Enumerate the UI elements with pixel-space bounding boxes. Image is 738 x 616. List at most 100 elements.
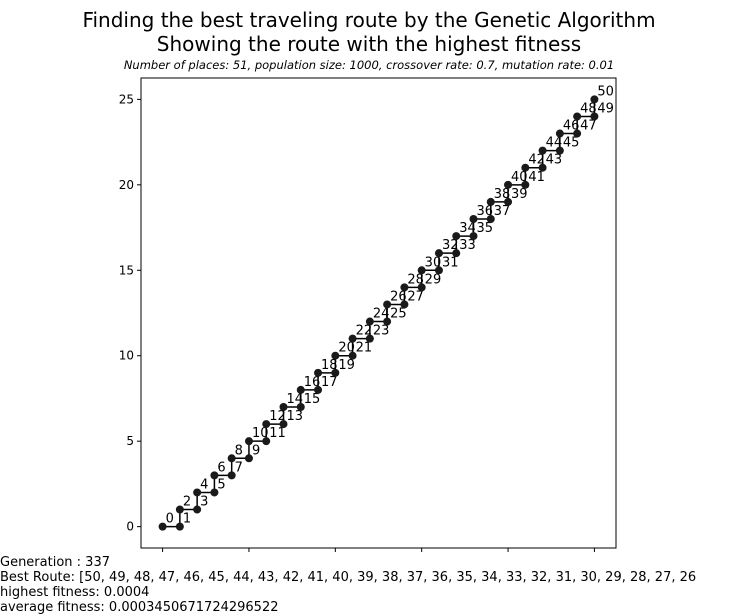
route-point-23 xyxy=(365,334,374,343)
route-point-12 xyxy=(262,420,271,429)
point-label-34: 34 xyxy=(459,221,476,236)
point-label-30: 30 xyxy=(425,255,442,270)
point-label-43: 43 xyxy=(546,153,563,168)
route-point-19 xyxy=(331,368,340,377)
y-tick-label-10: 10 xyxy=(119,349,134,363)
route-point-1 xyxy=(175,522,184,531)
route-point-24 xyxy=(365,317,374,326)
point-label-39: 39 xyxy=(511,187,528,202)
route-point-27 xyxy=(400,300,409,309)
route-point-46 xyxy=(555,129,564,138)
point-label-45: 45 xyxy=(563,136,580,151)
y-tick-label-25: 25 xyxy=(119,92,134,106)
route-point-32 xyxy=(434,249,443,258)
point-label-2: 2 xyxy=(183,495,191,510)
point-label-10: 10 xyxy=(252,426,269,441)
route-point-34 xyxy=(452,232,461,241)
route-point-22 xyxy=(348,334,357,343)
point-label-20: 20 xyxy=(338,341,355,356)
route-point-40 xyxy=(504,180,513,189)
route-point-13 xyxy=(279,420,288,429)
point-label-22: 22 xyxy=(356,324,373,339)
point-label-21: 21 xyxy=(356,341,373,356)
point-label-3: 3 xyxy=(200,495,208,510)
y-tick-label-20: 20 xyxy=(119,178,134,192)
point-label-7: 7 xyxy=(235,460,243,475)
point-label-0: 0 xyxy=(166,512,174,527)
route-point-26 xyxy=(383,300,392,309)
route-point-33 xyxy=(452,249,461,258)
point-label-50: 50 xyxy=(597,84,614,99)
point-label-26: 26 xyxy=(390,289,407,304)
point-label-9: 9 xyxy=(252,443,260,458)
point-label-8: 8 xyxy=(235,443,243,458)
route-point-50 xyxy=(590,95,599,104)
point-label-36: 36 xyxy=(477,204,494,219)
point-label-47: 47 xyxy=(580,119,597,134)
route-point-39 xyxy=(504,197,513,206)
highest-fitness-text: highest fitness: 0.0004 xyxy=(0,585,150,600)
route-point-15 xyxy=(296,403,305,411)
point-label-6: 6 xyxy=(217,460,225,475)
route-point-14 xyxy=(279,403,288,411)
point-label-42: 42 xyxy=(528,153,545,168)
average-fitness-text: average fitness: 0.0003450671724296522 xyxy=(0,600,279,615)
point-label-41: 41 xyxy=(528,170,545,185)
route-point-48 xyxy=(573,112,582,121)
y-tick-label-0: 0 xyxy=(126,520,134,534)
point-label-5: 5 xyxy=(217,477,225,492)
point-label-18: 18 xyxy=(321,358,338,373)
route-point-28 xyxy=(400,283,409,292)
route-point-4 xyxy=(193,488,202,497)
point-label-29: 29 xyxy=(425,272,442,287)
route-point-25 xyxy=(383,317,392,326)
route-point-47 xyxy=(573,129,582,138)
route-point-45 xyxy=(555,146,564,155)
point-label-24: 24 xyxy=(373,307,390,322)
point-label-32: 32 xyxy=(442,238,459,253)
point-label-38: 38 xyxy=(494,187,511,202)
route-point-0 xyxy=(158,522,167,531)
route-point-18 xyxy=(314,368,323,377)
generation-text: Generation : 337 xyxy=(0,555,110,570)
point-label-49: 49 xyxy=(597,101,614,116)
route-point-6 xyxy=(210,471,219,480)
route-point-41 xyxy=(521,180,530,189)
chart-subtitle: Number of places: 51, population size: 1… xyxy=(123,58,615,72)
point-label-37: 37 xyxy=(494,204,511,219)
route-point-35 xyxy=(469,232,478,241)
point-label-19: 19 xyxy=(338,358,355,373)
y-tick-label-15: 15 xyxy=(119,263,134,277)
point-label-14: 14 xyxy=(287,392,304,407)
chart-header: Finding the best traveling route by the … xyxy=(0,8,738,72)
route-point-17 xyxy=(314,385,323,394)
route-point-3 xyxy=(193,505,202,514)
chart-title-line-1: Finding the best traveling route by the … xyxy=(82,8,656,32)
point-label-23: 23 xyxy=(373,324,390,339)
route-point-16 xyxy=(296,385,305,394)
chart-title-line-2: Showing the route with the highest fitne… xyxy=(156,32,582,56)
info-panel: Generation : 337 Best Route: [50, 49, 48… xyxy=(0,555,738,615)
route-point-20 xyxy=(331,351,340,360)
route-point-30 xyxy=(417,266,426,275)
point-label-27: 27 xyxy=(407,289,424,304)
route-point-11 xyxy=(262,437,271,446)
point-label-35: 35 xyxy=(477,221,494,236)
point-label-15: 15 xyxy=(304,392,321,407)
point-label-16: 16 xyxy=(304,375,321,390)
route-point-29 xyxy=(417,283,426,292)
point-label-1: 1 xyxy=(183,512,191,527)
plot-frame xyxy=(140,77,617,549)
point-label-12: 12 xyxy=(269,409,286,424)
route-point-37 xyxy=(486,215,495,223)
point-label-31: 31 xyxy=(442,255,459,270)
route-point-42 xyxy=(521,163,530,172)
route-point-7 xyxy=(227,471,236,480)
y-tick-label-5: 5 xyxy=(126,434,134,448)
point-label-25: 25 xyxy=(390,307,407,322)
route-point-5 xyxy=(210,488,219,497)
route-point-49 xyxy=(590,112,599,121)
route-point-21 xyxy=(348,351,357,360)
route-point-44 xyxy=(538,146,547,155)
